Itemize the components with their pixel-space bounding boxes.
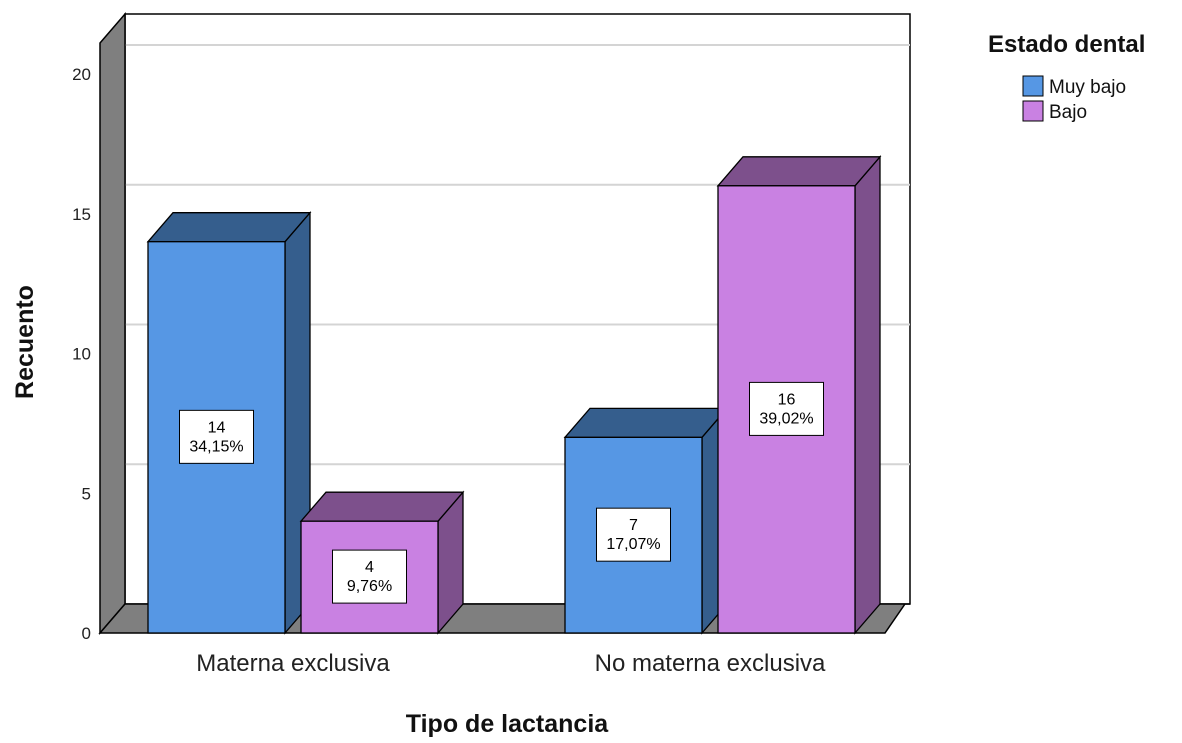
data-label-box: [179, 409, 254, 464]
data-label-count: 14: [208, 419, 226, 436]
data-label-count: 16: [778, 391, 796, 408]
data-label-percent: 39,02%: [759, 410, 813, 427]
data-label-percent: 34,15%: [189, 438, 243, 455]
legend-title: Estado dental: [988, 31, 1145, 58]
bar-side: [854, 155, 881, 635]
legend: Estado dental Muy bajo Bajo: [988, 31, 1145, 123]
bar-top: [146, 212, 312, 243]
bar-top: [563, 407, 729, 439]
bar-top: [716, 156, 882, 187]
data-label-box: [332, 549, 407, 604]
legend-swatch: [1022, 100, 1044, 122]
y-tick-label: 10: [72, 345, 91, 364]
data-label-percent: 17,07%: [606, 536, 660, 553]
data-label-percent: 9,76%: [347, 578, 392, 595]
axes-layer: Materna exclusiva No materna exclusiva 0 5 1…: [72, 65, 826, 677]
data-label: 16 39,02%: [749, 381, 824, 436]
y-tick-label: 15: [72, 205, 91, 224]
data-labels-layer: 14 34,15% 4 9,76% 7 17,07% 16 39,02%: [179, 381, 824, 604]
data-label-count: 4: [365, 559, 374, 576]
side-wall: [99, 11, 126, 636]
legend-item-bajo: Bajo: [1022, 100, 1087, 123]
data-label: 7 17,07%: [596, 507, 671, 562]
y-axis-title: Recuento: [11, 285, 39, 399]
legend-label: Muy bajo: [1049, 77, 1126, 98]
data-label-box: [596, 507, 671, 562]
legend-item-muy-bajo: Muy bajo: [1022, 75, 1126, 98]
x-tick-label: Materna exclusiva: [196, 650, 390, 677]
data-label: 4 9,76%: [332, 549, 407, 604]
legend-items: Muy bajo Bajo: [1022, 75, 1126, 123]
legend-label: Bajo: [1049, 102, 1087, 123]
data-label: 14 34,15%: [179, 409, 254, 464]
legend-swatch: [1022, 75, 1044, 97]
x-tick-label: No materna exclusiva: [595, 650, 826, 677]
y-tick-label: 20: [72, 65, 91, 84]
y-tick-label: 5: [82, 484, 91, 503]
bar-top: [299, 491, 465, 522]
y-tick-label: 0: [82, 624, 91, 643]
x-axis-title: Tipo de lactancia: [406, 710, 609, 738]
data-label-box: [749, 381, 824, 436]
data-label-count: 7: [629, 517, 638, 534]
